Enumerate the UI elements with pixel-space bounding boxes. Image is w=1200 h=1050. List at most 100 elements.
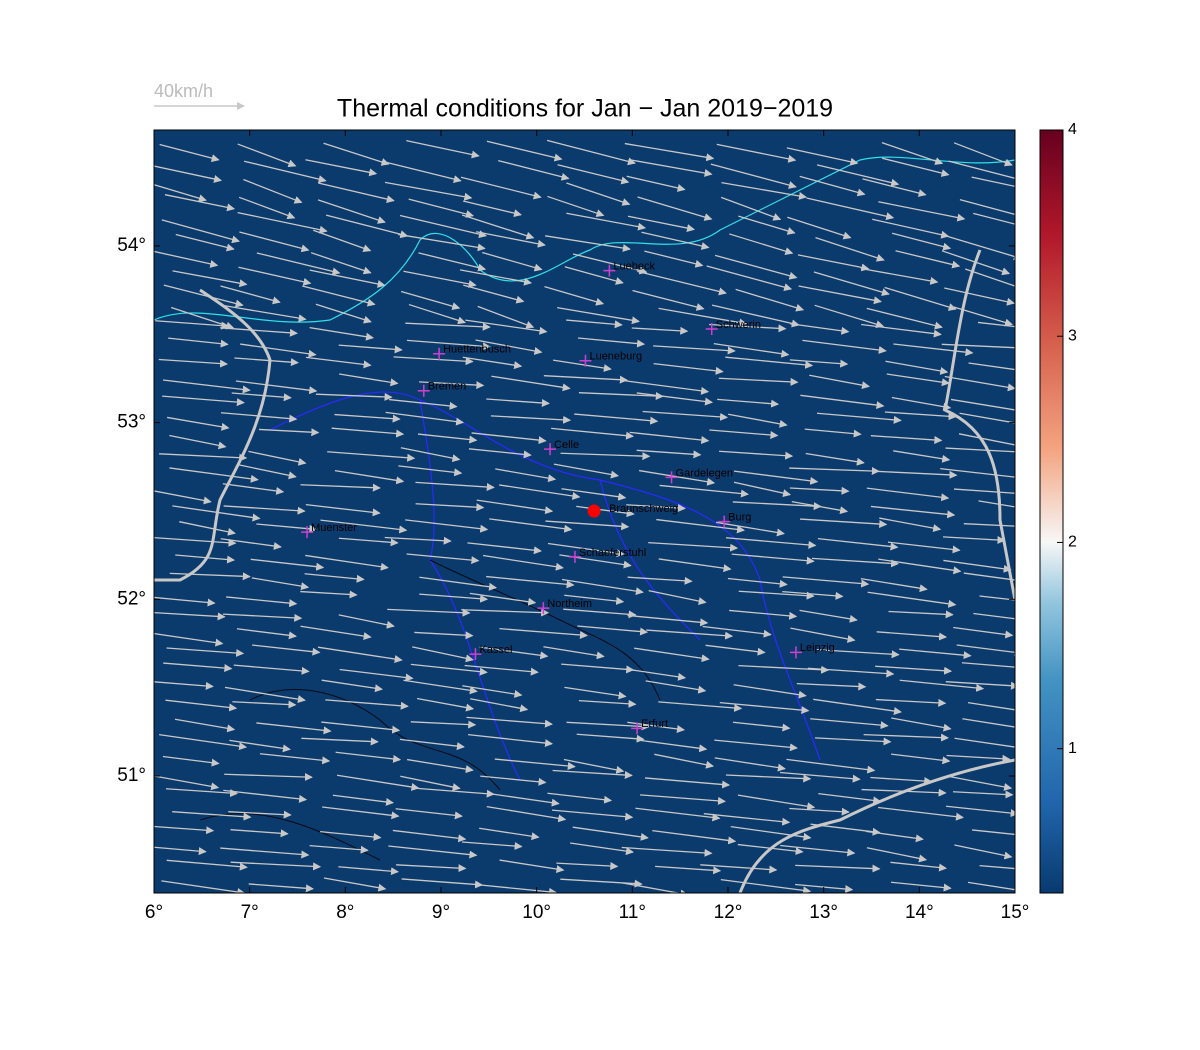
wind-arrow <box>309 269 386 288</box>
wind-arrow <box>494 758 576 770</box>
wind-arrow <box>467 542 542 555</box>
wind-arrow <box>815 236 885 262</box>
wind-arrow <box>627 215 696 232</box>
wind-arrow <box>702 625 772 638</box>
wind-arrow <box>317 199 386 224</box>
wind-arrow <box>154 681 214 690</box>
wind-arrow <box>861 788 947 797</box>
wind-arrow <box>779 771 861 783</box>
wind-arrow <box>899 679 985 692</box>
wind-arrow <box>460 176 542 200</box>
y-tick-label: 51° <box>117 765 146 786</box>
wind-arrow <box>338 344 403 354</box>
wind-arrow <box>787 216 852 240</box>
wind-arrow <box>811 557 900 568</box>
wind-arrow <box>220 327 298 337</box>
wind-arrow <box>466 716 553 728</box>
wind-arrow <box>154 183 207 203</box>
wind-arrow <box>165 788 239 798</box>
wind-arrow <box>489 518 573 533</box>
wind-arrow <box>405 322 491 331</box>
wind-arrow <box>237 211 328 234</box>
wind-arrow <box>336 774 420 791</box>
wind-arrow <box>482 251 543 272</box>
wind-arrow <box>656 518 745 534</box>
wind-arrow <box>547 195 605 217</box>
wind-arrow <box>406 139 480 159</box>
wind-arrow <box>334 469 405 485</box>
wind-arrow <box>414 631 474 640</box>
wind-arrow <box>813 698 902 715</box>
wind-arrow <box>544 235 631 252</box>
wind-arrow <box>570 842 634 856</box>
wind-arrow <box>233 664 310 675</box>
wind-arrow <box>953 488 1015 494</box>
wind-arrow <box>323 877 387 892</box>
wind-arrow <box>631 326 689 335</box>
wind-arrow <box>709 429 779 439</box>
wind-arrow <box>476 883 558 893</box>
wind-arrow <box>464 664 539 676</box>
wind-arrow <box>729 233 794 255</box>
wind-arrow <box>732 501 822 511</box>
wind-arrow <box>799 175 866 197</box>
wind-arrow <box>224 686 306 704</box>
wind-arrow <box>252 644 321 656</box>
city-marker <box>665 471 678 484</box>
wind-arrow <box>419 576 497 591</box>
wind-arrow <box>398 233 486 252</box>
wind-arrow <box>220 412 298 423</box>
wind-arrow <box>782 590 844 600</box>
wind-arrow <box>543 646 605 660</box>
wind-arrow <box>154 490 212 505</box>
wind-arrow <box>720 879 812 893</box>
city-label: Lueneburg <box>589 351 642 363</box>
wind-arrow <box>658 307 748 327</box>
site-label: Braunschweig <box>609 503 678 515</box>
wind-arrow <box>654 753 715 769</box>
wind-arrow <box>412 646 474 663</box>
wind-arrow <box>301 737 379 746</box>
wind-arrow <box>462 200 522 218</box>
wind-arrow <box>891 232 952 251</box>
wind-arrow <box>875 665 953 675</box>
wind-arrow <box>637 196 713 221</box>
wind-arrow <box>155 320 230 330</box>
city-marker <box>417 384 430 397</box>
wind-arrow <box>893 450 951 463</box>
wind-arrow <box>547 792 613 804</box>
wind-arrow <box>164 194 236 212</box>
wind-arrow <box>166 859 248 871</box>
wind-arrow <box>462 356 523 370</box>
wind-arrow <box>885 360 949 375</box>
wind-arrow <box>161 219 240 244</box>
wind-arrow <box>339 668 414 682</box>
wind-arrow <box>710 163 797 189</box>
wind-arrow <box>305 554 389 571</box>
wind-arrow <box>866 847 928 863</box>
wind-arrow <box>154 633 224 647</box>
wind-arrow <box>395 808 463 820</box>
wind-arrow <box>331 427 405 438</box>
wind-arrow <box>300 625 372 641</box>
wind-arrow <box>725 537 817 549</box>
wind-arrow <box>946 754 1011 763</box>
wind-arrow <box>954 844 1013 860</box>
wind-arrow <box>891 753 951 765</box>
wind-arrow <box>703 813 791 826</box>
wind-arrow <box>973 612 1015 620</box>
wind-arrow <box>576 733 645 743</box>
x-tick-label: 13° <box>809 902 838 923</box>
wind-arrow <box>168 337 229 348</box>
wind-arrow <box>634 647 710 663</box>
wind-arrow <box>410 663 488 676</box>
wind-arrow <box>884 286 957 311</box>
wind-arrow <box>482 554 564 571</box>
wind-arrow <box>310 252 372 275</box>
wind-arrow <box>463 284 525 304</box>
wind-arrow <box>963 572 1015 581</box>
wind-arrow <box>476 499 554 515</box>
wind-arrow <box>309 326 375 341</box>
wind-arrow <box>418 252 487 272</box>
wind-arrow <box>315 303 372 324</box>
